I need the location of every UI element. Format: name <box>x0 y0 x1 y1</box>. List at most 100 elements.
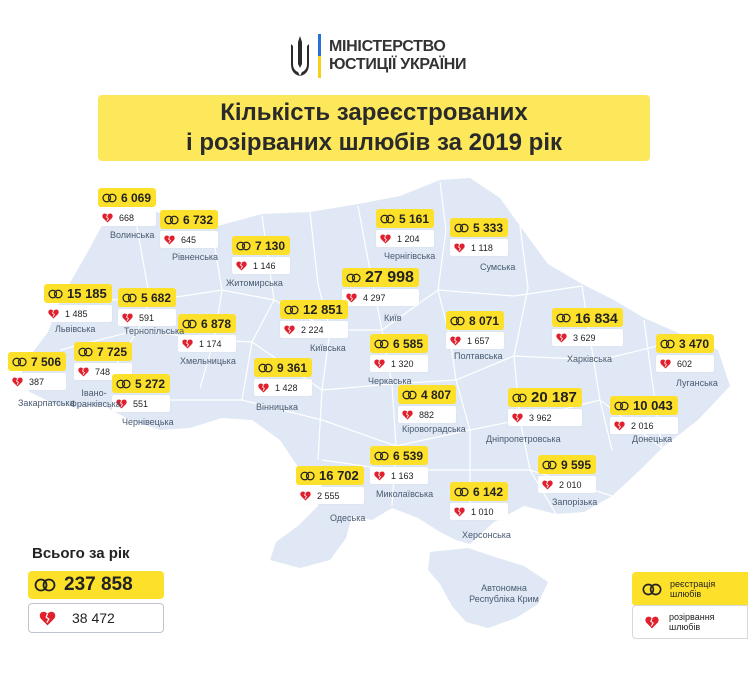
region-badge: 6 732 645 <box>160 210 219 248</box>
registered-count: 20 187 <box>508 388 582 407</box>
divorced-value: 2 224 <box>301 324 324 335</box>
region-badge: 6 142 1 010 <box>450 482 509 520</box>
crimea-outline <box>428 548 548 628</box>
rings-icon <box>346 273 361 282</box>
divorced-value: 1 204 <box>397 233 420 244</box>
registered-count: 7 725 <box>74 342 133 361</box>
rings-icon <box>236 241 251 250</box>
legend-registration-text: реєстрація шлюбів <box>670 579 716 599</box>
registered-value: 5 682 <box>141 290 172 305</box>
rings-icon <box>614 401 629 410</box>
divorced-value: 551 <box>133 398 149 409</box>
registered-value: 6 069 <box>121 190 152 205</box>
rings-icon <box>34 578 56 592</box>
region-name: Закарпатська <box>18 398 75 408</box>
divorced-value: 1 118 <box>471 242 493 253</box>
divorced-count: 4 297 <box>342 289 419 306</box>
divorced-count: 2 555 <box>296 487 364 504</box>
registered-count: 6 069 <box>98 188 157 207</box>
rings-icon <box>116 379 131 388</box>
rings-icon <box>182 319 197 328</box>
legend-divorce: розірвання шлюбів <box>632 605 748 639</box>
divorced-value: 1 657 <box>467 335 490 346</box>
region-name: Донецька <box>632 434 673 444</box>
registered-count: 5 333 <box>450 218 509 237</box>
registered-value: 5 161 <box>399 211 430 226</box>
divorced-value: 1 146 <box>253 260 276 271</box>
divorced-count: 1 657 <box>446 332 505 349</box>
divorced-value: 4 297 <box>363 292 386 303</box>
broken-heart-icon <box>258 382 269 393</box>
divorced-value: 3 629 <box>573 332 596 343</box>
divorced-count: 602 <box>656 355 715 372</box>
divorced-count: 3 629 <box>552 329 623 346</box>
broken-heart-icon <box>122 312 133 323</box>
region-name: Волинська <box>110 230 155 240</box>
rings-icon <box>122 293 137 302</box>
registered-value: 8 071 <box>469 313 500 328</box>
region-name: Житомирська <box>226 278 283 288</box>
rings-icon <box>164 215 179 224</box>
divorced-count: 882 <box>398 406 457 423</box>
region-name: Полтавська <box>454 351 503 361</box>
broken-heart-icon <box>300 490 311 501</box>
registered-count: 7 506 <box>8 352 67 371</box>
rings-icon <box>512 393 527 402</box>
registered-value: 5 333 <box>473 220 504 235</box>
broken-heart-icon <box>556 332 567 343</box>
region-badge: 12 851 2 224 <box>280 300 348 338</box>
divorced-count: 551 <box>112 395 171 412</box>
total-registered: 237 858 <box>28 571 164 599</box>
rings-icon <box>284 305 299 314</box>
divorced-count: 1 428 <box>254 379 313 396</box>
region-badge: 6 539 1 163 <box>370 446 429 484</box>
divorced-value: 591 <box>139 312 155 323</box>
region-badge: 9 595 2 010 <box>538 455 597 493</box>
broken-heart-icon <box>12 376 23 387</box>
registered-count: 5 161 <box>376 209 435 228</box>
registered-value: 20 187 <box>531 389 577 406</box>
region-badge: 15 185 1 485 <box>44 284 112 322</box>
broken-heart-icon <box>512 412 523 423</box>
broken-heart-icon <box>164 234 175 245</box>
registered-count: 6 732 <box>160 210 219 229</box>
divorced-count: 1 320 <box>370 355 429 372</box>
registered-value: 27 998 <box>365 268 414 286</box>
divorced-count: 1 204 <box>376 230 435 247</box>
region-badge: 6 585 1 320 <box>370 334 429 372</box>
ministry-name-line1: МІНІСТЕРСТВО <box>329 38 446 55</box>
divorced-count: 591 <box>118 309 177 326</box>
total-divorced: 38 472 <box>28 603 164 633</box>
registered-value: 10 043 <box>633 398 673 413</box>
rings-icon <box>454 487 469 496</box>
broken-heart-icon <box>660 358 671 369</box>
region-name: Миколаївська <box>376 489 434 499</box>
registered-count: 6 142 <box>450 482 509 501</box>
divorced-value: 2 010 <box>559 479 582 490</box>
broken-heart-icon <box>542 479 553 490</box>
divorced-value: 3 962 <box>529 412 552 423</box>
divorced-count: 2 016 <box>610 417 678 434</box>
ministry-logo: МІНІСТЕРСТВО ЮСТИЦІЇ УКРАЇНИ <box>288 34 467 78</box>
broken-heart-icon <box>102 212 113 223</box>
totals-label: Всього за рік <box>32 545 130 562</box>
registered-count: 7 130 <box>232 236 291 255</box>
region-badge: 20 187 3 962 <box>508 388 582 426</box>
rings-icon <box>454 223 469 232</box>
registered-value: 16 834 <box>575 309 618 326</box>
broken-heart-icon <box>182 338 193 349</box>
region-name: Івано-Франківська <box>70 388 121 409</box>
divorced-value: 1 010 <box>471 506 494 517</box>
registered-value: 12 851 <box>303 302 343 317</box>
rings-icon <box>48 289 63 298</box>
registered-count: 5 272 <box>112 374 171 393</box>
registered-count: 6 539 <box>370 446 429 465</box>
region-badge: 5 272 551 <box>112 374 171 412</box>
registered-value: 9 361 <box>277 360 308 375</box>
region-name: Черкаська <box>368 376 412 386</box>
divorced-count: 1 174 <box>178 335 237 352</box>
rings-icon <box>380 214 395 223</box>
divorced-count: 3 962 <box>508 409 582 426</box>
divorced-value: 645 <box>181 234 197 245</box>
